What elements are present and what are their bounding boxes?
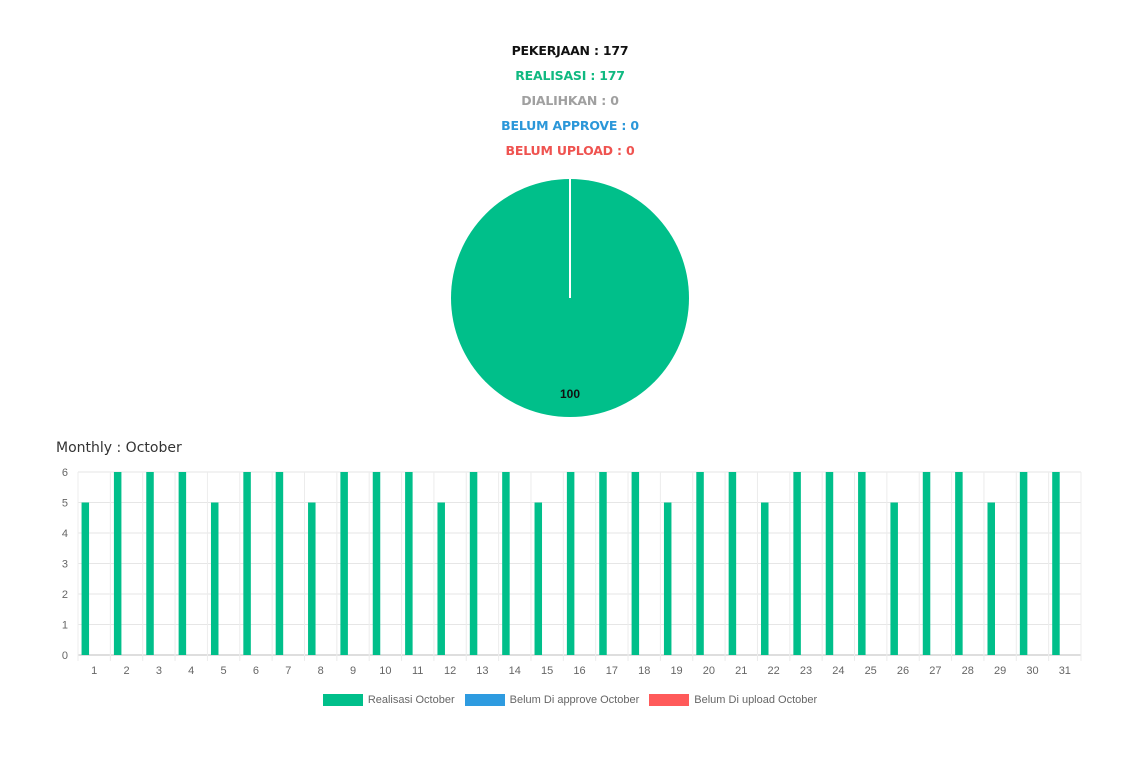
legend-item[interactable]: Belum Di upload October (649, 694, 817, 706)
bar (146, 472, 154, 655)
x-tick-label: 28 (962, 665, 974, 677)
bar (955, 472, 963, 655)
bar (210, 502, 219, 655)
legend-swatch (464, 694, 505, 706)
bar (987, 502, 995, 655)
legend-label: Belum Di approve October (509, 694, 640, 706)
bar (1052, 472, 1060, 655)
legend-label: Realisasi October (367, 694, 455, 706)
dialihkan-count: DIALIHKAN : 0 (521, 93, 619, 108)
x-tick-label: 13 (476, 665, 488, 677)
x-tick-label: 9 (350, 665, 356, 677)
x-tick-label: 7 (285, 665, 291, 677)
chart-legend: Realisasi October Belum Di approve Octobe… (0, 694, 1140, 706)
x-tick-label: 8 (318, 665, 324, 677)
bar (81, 502, 90, 655)
x-tick-label: 27 (929, 665, 941, 677)
realisasi-count: REALISASI : 177 (515, 68, 625, 83)
bar (793, 472, 801, 655)
bar (922, 472, 931, 655)
x-tick-label: 25 (865, 665, 877, 677)
bar (825, 472, 834, 655)
bar (405, 472, 413, 655)
x-tick-label: 26 (897, 665, 909, 677)
x-tick-label: 22 (768, 665, 780, 677)
bar (372, 472, 381, 655)
bar (631, 472, 640, 655)
x-tick-label: 20 (703, 665, 715, 677)
monthly-chart-title: Monthly : October (56, 440, 182, 456)
y-tick-label: 3 (62, 559, 68, 571)
x-tick-label: 30 (1026, 665, 1038, 677)
legend-label: Belum Di upload October (694, 694, 818, 706)
bar (1019, 472, 1028, 655)
bar (469, 472, 478, 655)
legend-swatch (322, 694, 363, 706)
x-tick-label: 1 (91, 665, 97, 677)
x-tick-label: 12 (444, 665, 456, 677)
y-tick-label: 0 (62, 650, 68, 662)
y-tick-label: 5 (62, 498, 68, 510)
x-tick-label: 15 (541, 665, 553, 677)
x-tick-label: 21 (735, 665, 747, 677)
bar (599, 472, 607, 655)
x-tick-label: 14 (509, 665, 521, 677)
pie-data-label: 100 (560, 387, 580, 401)
bar (437, 502, 445, 655)
x-tick-label: 6 (253, 665, 259, 677)
x-tick-label: 23 (800, 665, 812, 677)
pie-chart: 100 (451, 179, 689, 417)
bar (566, 472, 575, 655)
y-tick-label: 2 (62, 589, 68, 601)
pekerjaan-count: PEKERJAAN : 177 (511, 43, 629, 58)
x-tick-label: 11 (412, 665, 423, 677)
x-tick-label: 10 (379, 665, 391, 677)
belum-upload-count: BELUM UPLOAD : 0 (505, 143, 635, 158)
y-tick-label: 6 (62, 467, 68, 479)
bar (761, 502, 769, 655)
bar (308, 502, 316, 655)
x-tick-label: 18 (638, 665, 650, 677)
bar (178, 472, 187, 655)
belum-approve-count: BELUM APPROVE : 0 (501, 118, 639, 133)
x-tick-label: 24 (832, 665, 844, 677)
x-tick-label: 31 (1059, 665, 1071, 677)
y-tick-label: 4 (62, 528, 68, 540)
bar (858, 472, 866, 655)
legend-swatch (649, 694, 690, 706)
x-tick-label: 4 (188, 665, 194, 677)
bar (696, 472, 704, 655)
x-tick-label: 2 (123, 665, 129, 677)
bar (728, 472, 737, 655)
bar (502, 472, 510, 655)
x-tick-label: 16 (573, 665, 585, 677)
x-tick-label: 5 (221, 665, 227, 677)
bar (534, 502, 543, 655)
x-tick-label: 29 (994, 665, 1006, 677)
x-tick-label: 3 (156, 665, 162, 677)
x-tick-label: 17 (606, 665, 618, 677)
bar (243, 472, 251, 655)
legend-item[interactable]: Belum Di approve October (464, 694, 640, 706)
legend-item[interactable]: Realisasi October (322, 694, 455, 706)
x-tick-label: 19 (670, 665, 682, 677)
bar (275, 472, 284, 655)
bar (890, 502, 898, 655)
bar (340, 472, 348, 655)
summary-panel: PEKERJAAN : 177 REALISASI : 177 DIALIHKA… (0, 38, 1140, 163)
y-tick-label: 1 (62, 620, 68, 632)
bar (663, 502, 672, 655)
bar (113, 472, 122, 655)
